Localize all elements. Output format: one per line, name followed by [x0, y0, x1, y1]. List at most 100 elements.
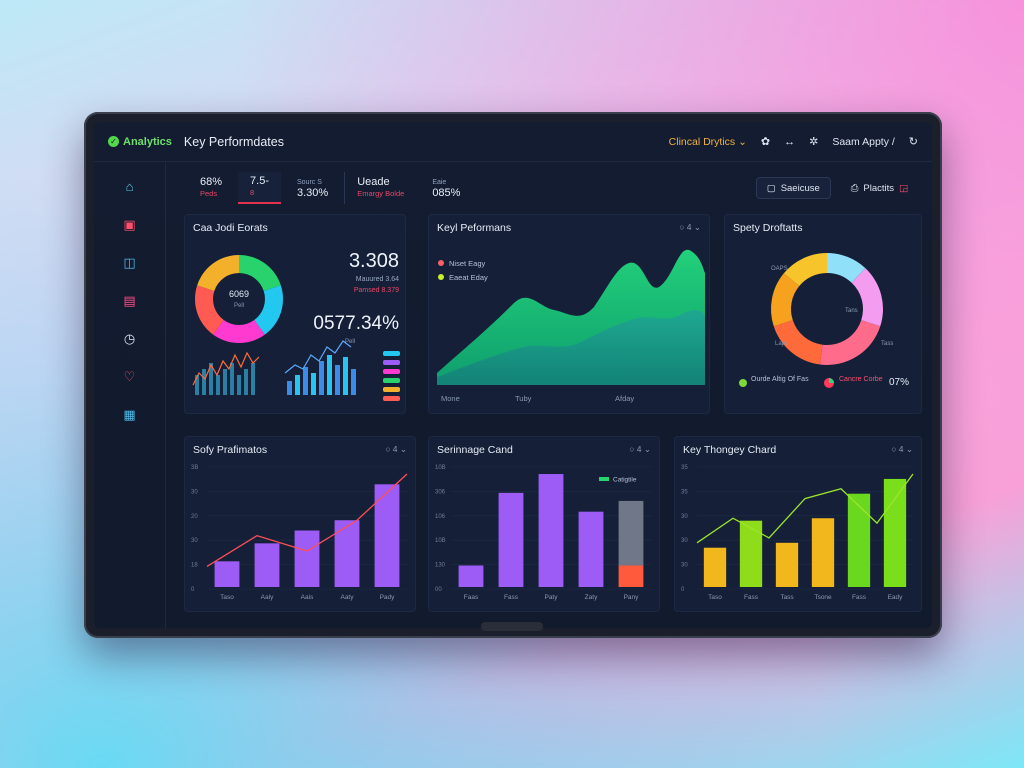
- panel-options-dropdown[interactable]: ○ 4 ⌄: [629, 444, 651, 454]
- donut-slice: [254, 285, 283, 335]
- printer-icon: ⎙: [850, 182, 859, 194]
- mini-bar: [202, 369, 206, 395]
- kpi-item[interactable]: Ueade Emargy Bolde: [344, 172, 416, 204]
- settings-icon[interactable]: ✲: [809, 136, 819, 148]
- panel-options-dropdown[interactable]: ○ 4 ⌄: [385, 444, 407, 454]
- bar: [775, 542, 799, 587]
- y-tick-label: 306: [435, 489, 446, 495]
- bar: [294, 530, 320, 587]
- x-tick-label: Fass: [744, 594, 759, 601]
- panel-options-dropdown[interactable]: ○ 4 ⌄: [891, 444, 913, 454]
- folder-icon[interactable]: ▤: [123, 293, 136, 308]
- kpi-item[interactable]: 68% Peds: [188, 172, 234, 204]
- metric-value-1: 3.308: [349, 250, 399, 272]
- y-tick-label: 00: [435, 587, 442, 593]
- y-tick-label: 30: [191, 538, 198, 544]
- panel-options-dropdown[interactable]: ○ 4 ⌄: [679, 222, 701, 232]
- legend-label: Cancre Corbe: [839, 376, 883, 383]
- panel-title: Serinnage Cand: [437, 444, 513, 456]
- y-tick-label: 35: [681, 489, 688, 495]
- donut-center-sub: Pell: [234, 303, 244, 309]
- panel-title: Sofy Prafimatos: [193, 444, 268, 456]
- kpi-sub: Emargy Bolde: [357, 189, 405, 198]
- x-tick-label: Pany: [624, 594, 640, 601]
- x-tick-label: Aaty: [340, 594, 354, 601]
- document-icon[interactable]: ▣: [123, 217, 136, 232]
- donut-panel-graphics: OAPS Tans Laps Tass Ourde Altig Of Fas C…: [739, 253, 909, 388]
- bar: [374, 484, 400, 587]
- panel-title: Spety Droftatts: [733, 222, 803, 234]
- square-icon: ▢: [766, 182, 776, 194]
- kpi-item[interactable]: Sourc S 3.30%: [285, 172, 340, 204]
- bar-chart-2: 10B 306 106 10B 130 00 Faas Fass Paty Zaty Pany Cat…: [435, 465, 651, 601]
- area-series-2: [437, 309, 705, 385]
- chat-icon[interactable]: ◫: [123, 255, 136, 270]
- kpi-sub: Peds: [200, 189, 218, 198]
- logo-text: Analytics: [123, 135, 172, 148]
- mini-bar: [343, 357, 348, 395]
- y-tick-label: 20: [191, 514, 198, 520]
- mini-legend-swatch: [383, 369, 400, 374]
- heart-icon[interactable]: ♡: [123, 369, 136, 384]
- app-logo[interactable]: ✓ Analytics: [108, 136, 172, 148]
- panel-title: Caa Jodi Eorats: [193, 222, 268, 234]
- x-tick-label: Fass: [504, 594, 519, 601]
- x-tick-label: Aaly: [261, 594, 274, 601]
- filter-label: Clincal Drytics: [668, 135, 736, 148]
- refresh-icon[interactable]: ↻: [908, 136, 918, 148]
- y-tick-label: 130: [435, 563, 446, 569]
- legend-label: Ourde Altig Of Fas: [751, 376, 809, 383]
- mini-bar: [195, 375, 199, 395]
- kpi-item[interactable]: Eaie 085%: [420, 172, 472, 204]
- legend-label: Niset Eagy: [449, 259, 486, 268]
- mini-bar: [287, 381, 292, 395]
- bar: [458, 565, 484, 587]
- x-tick-label: Zaty: [585, 594, 598, 601]
- panel-title: Keyl Peformans: [437, 222, 512, 234]
- kpi-strip: 68% Peds 7.5- 8 Sourc S 3.30% Ueade Emargy B…: [166, 162, 932, 214]
- kpi-item-selected[interactable]: 7.5- 8: [238, 172, 281, 204]
- print-button[interactable]: ⎙ Plactits ◲: [841, 177, 918, 199]
- legend-dot: [438, 260, 444, 266]
- dashboard-screen: ✓ Analytics Key Performdates Clincal Dry…: [94, 122, 932, 628]
- panel-key-performance: Keyl Peformans ○ 4 ⌄ Niset Eagy Eaeat Ed…: [428, 214, 710, 414]
- panel-bar-chart-1: Sofy Prafimatos ○ 4 ⌄ 3B 30 20 30 18 0 Taso Aal…: [184, 436, 416, 612]
- x-tick-label: Fass: [852, 594, 867, 601]
- x-tick-label: Paty: [544, 594, 558, 601]
- clock-icon[interactable]: ◷: [123, 331, 136, 346]
- legend-swatch: [599, 477, 609, 481]
- home-icon[interactable]: ⌂: [125, 179, 134, 194]
- grid-icon[interactable]: ▦: [123, 407, 136, 422]
- bar-chart-3: 35 35 30 30 30 0 Taso Fass Tass Tsone Fass Eady: [681, 465, 914, 601]
- y-tick-label: 30: [681, 563, 688, 569]
- x-tick-label: Aais: [301, 594, 314, 601]
- bar: [847, 493, 871, 587]
- donut-slice: [851, 268, 883, 327]
- x-tick-label: Tsone: [814, 594, 832, 601]
- notification-icon[interactable]: ◲: [899, 182, 908, 194]
- mini-bar: [216, 375, 220, 395]
- y-tick-label: 30: [681, 514, 688, 520]
- secondary-button[interactable]: ▢ Saeicuse: [755, 177, 831, 199]
- x-axis-label: Afday: [615, 394, 634, 403]
- donut-slice: [819, 320, 881, 365]
- kpi-value: 3.30%: [297, 187, 329, 199]
- donut-label: Laps: [775, 341, 788, 347]
- y-tick-label: 18: [191, 563, 198, 569]
- mini-bar: [327, 355, 332, 395]
- legend-dot: [739, 379, 747, 387]
- trend-line: [696, 473, 914, 544]
- mini-bar: [237, 375, 241, 395]
- gear-icon[interactable]: ✿: [760, 136, 771, 148]
- filter-dropdown[interactable]: Clincal Drytics ⌄: [668, 135, 747, 148]
- bar: [538, 474, 564, 587]
- search-apply[interactable]: Saam Appty /: [832, 135, 895, 148]
- y-tick-label: 30: [681, 538, 688, 544]
- y-tick-label: 106: [435, 514, 446, 520]
- mini-legend-swatch: [383, 378, 400, 383]
- metric-value-2-sub: Pell: [345, 339, 355, 345]
- mini-bar: [295, 375, 300, 395]
- link-icon[interactable]: ↔: [784, 135, 796, 148]
- button-label: Plactits: [863, 182, 895, 194]
- x-tick-label: Tass: [780, 594, 794, 601]
